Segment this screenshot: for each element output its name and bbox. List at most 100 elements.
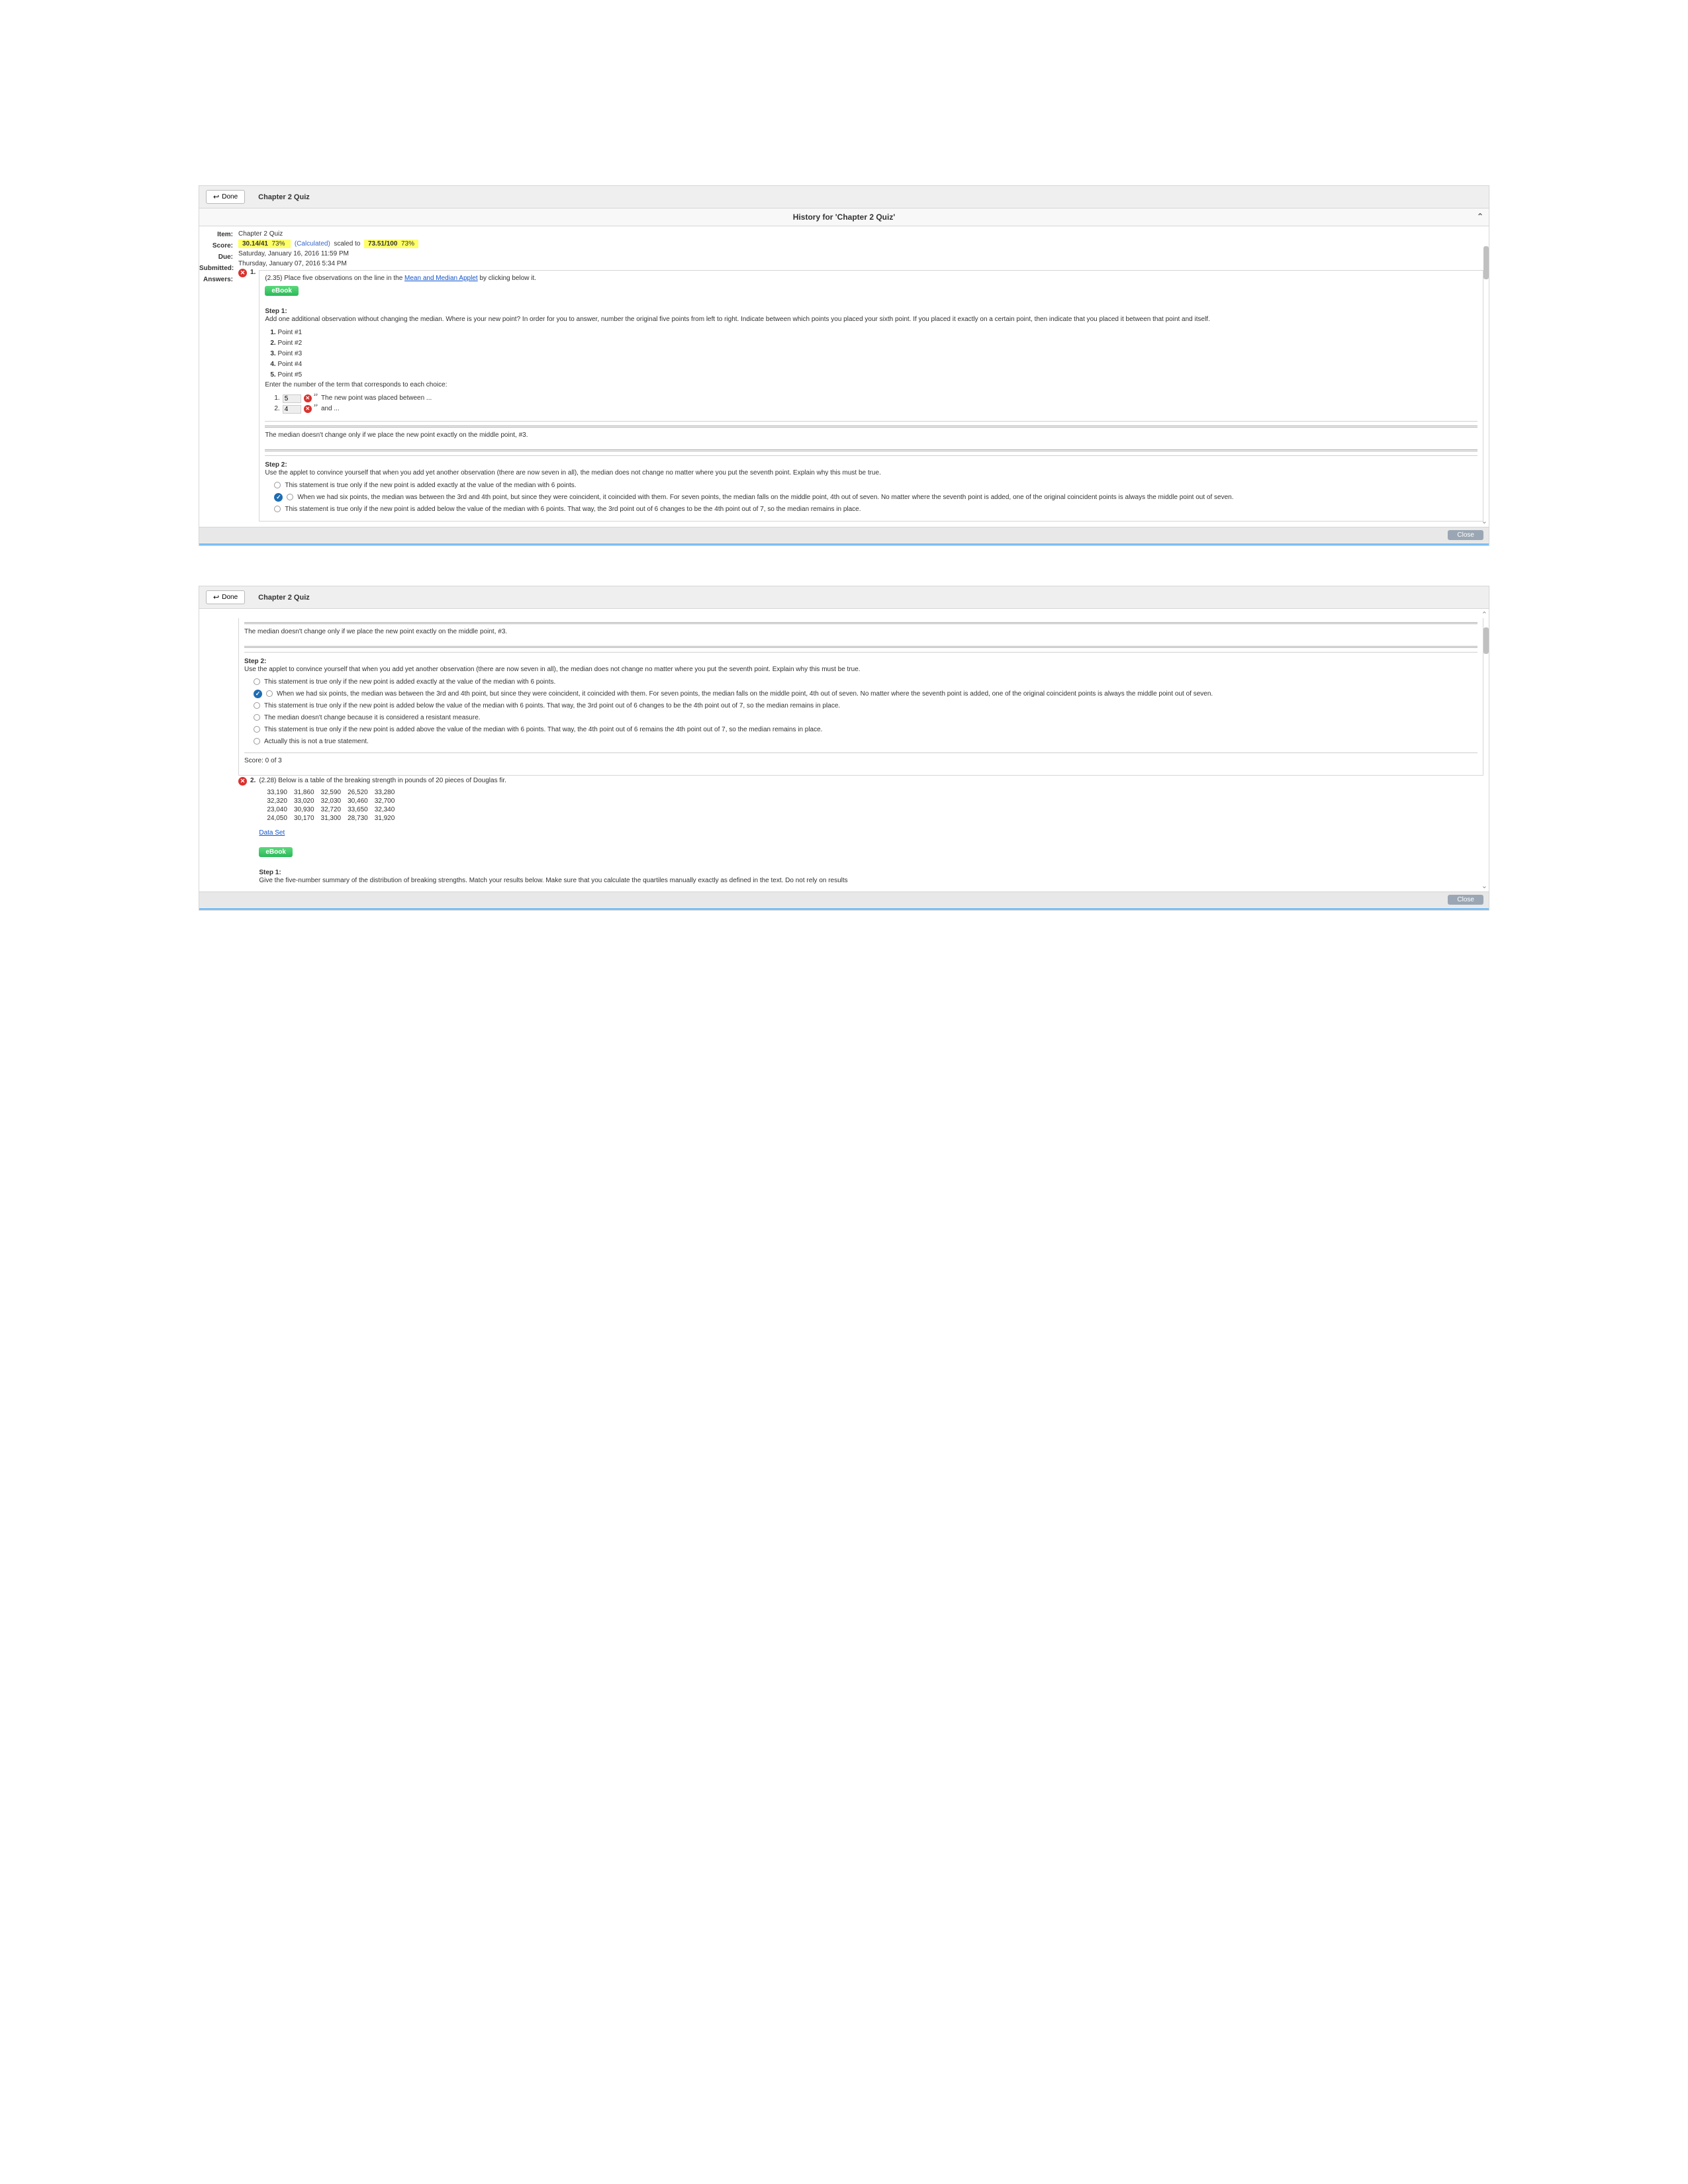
q1-header: ✕ 1. (2.35) Place five observations on t… [238,269,1483,522]
option-row[interactable]: This statement is true only if the new p… [274,481,1477,490]
cell: 31,920 [375,814,402,823]
cell: 30,170 [294,814,321,823]
entry-row-2: 2. ✕¹⁹ and ... [274,404,1477,414]
option-row[interactable]: This statement is true only if the new p… [254,702,1477,710]
applet-link[interactable]: Mean and Median Applet [404,275,478,282]
q1-score: Score: 0 of 3 [244,753,1477,771]
q1-tail: by clicking below it. [478,275,536,282]
option-row[interactable]: This statement is true only if the new p… [274,505,1477,514]
point-item: 5. Point #5 [270,370,1477,381]
point-item: 2. Point #2 [270,338,1477,349]
step1-body: Add one additional observation without c… [265,315,1477,324]
scroll-up-ic#[interactable]: ⌃ [1481,610,1487,619]
cell: 31,860 [294,788,321,797]
divider [265,449,1477,456]
scaled-text: scaled to [334,240,360,248]
q2-body: (2.28) Below is a table of the breaking … [259,777,1483,889]
scrollbar-thumb[interactable] [1483,627,1489,654]
meta-labels: Item: Score: Due: Submitted: Answers: [199,226,236,527]
point-4: Point #4 [277,361,302,368]
point-1: Point #1 [277,329,302,336]
radio-icon[interactable] [274,482,281,488]
entry-1-input[interactable] [283,394,301,403]
content-column: The median doesn't change only if we pla… [236,614,1489,891]
q2-step1-body: Give the five-number summary of the dist… [259,876,1483,885]
option-text: This statement is true only if the new p… [285,505,1477,514]
option-text: Actually this is not a true statement. [264,737,1477,746]
cell: 30,930 [294,805,321,814]
radio-icon[interactable] [254,726,260,733]
calculated-text: (Calculated) [295,240,330,248]
cell: 31,300 [321,814,348,823]
q1-text: (2.35) Place five observations on the li… [265,275,536,282]
correct-icon: ✓ [274,493,283,502]
q1-lead: Place five observations on the line in t… [284,275,404,282]
point-2: Point #2 [277,340,302,347]
entry-idx: 1. [274,393,279,404]
item-value: Chapter 2 Quiz [238,229,1483,239]
score-line: 30.14/41 73% (Calculated) scaled to 73.5… [238,239,1483,249]
step2-title: Step 2: [265,461,1477,469]
scrollbar-thumb[interactable] [1483,246,1489,279]
cell: 32,720 [321,805,348,814]
option-row[interactable]: This statement is true only if the new p… [254,678,1477,686]
radio-icon[interactable] [254,678,260,685]
cell: 33,280 [375,788,402,797]
option-text: This statement is true only if the new p… [264,678,1477,686]
option-row-selected[interactable]: ✓ When we had six points, the median was… [274,493,1477,502]
radio-icon[interactable] [254,738,260,745]
due-label: Due: [199,251,236,263]
wrong-icon: ✕ [238,269,247,277]
answers-label: Answers: [199,274,236,285]
close-button[interactable]: Close [1448,530,1483,540]
done-button[interactable]: ↩ Done [206,590,245,604]
q2-step1-title: Step 1: [259,869,1483,876]
submitted-value: Thursday, January 07, 2016 5:34 PM [238,259,1483,269]
done-label: Done [222,193,238,201]
ebook-button[interactable]: eBook [259,847,293,857]
cell: 32,590 [321,788,348,797]
option-text: This statement is true only if the new p… [264,725,1477,734]
option-text: The median doesn't change because it is … [264,713,1477,722]
content-body: Item: Score: Due: Submitted: Answers: Ch… [199,226,1489,527]
point-item: 1. Point #1 [270,328,1477,338]
q2-header: ✕ 2. (2.28) Below is a table of the brea… [238,777,1483,889]
toolbar-title: Chapter 2 Quiz [258,594,310,602]
option-text: This statement is true only if the new p… [285,481,1477,490]
entry-2-input[interactable] [283,405,301,414]
option-row[interactable]: The median doesn't change because it is … [254,713,1477,722]
correct-icon: ✓ [254,690,262,698]
toolbar: ↩ Done Chapter 2 Quiz [199,186,1489,208]
radio-icon[interactable] [254,702,260,709]
scroll-down-icon[interactable]: ⌄ [1481,882,1487,890]
radio-icon[interactable] [287,494,293,500]
collapse-caret-icon[interactable]: ⌃ [1477,212,1483,221]
scroll-down-icon[interactable]: ⌄ [1481,517,1487,525]
option-row[interactable]: Actually this is not a true statement. [254,737,1477,746]
option-row[interactable]: This statement is true only if the new p… [254,725,1477,734]
dataset-link[interactable]: Data Set [259,829,285,837]
ebook-button[interactable]: eBook [265,286,299,296]
submitted-label: Submitted: [199,263,236,274]
q2-text: (2.28) Below is a table of the breaking … [259,777,506,784]
radio-icon[interactable] [274,506,281,512]
bottom-strip [199,908,1489,910]
done-label: Done [222,594,238,601]
history-title: History for 'Chapter 2 Quiz' [793,212,895,222]
score-scaled: 73.51/100 [368,240,398,248]
close-button[interactable]: Close [1448,895,1483,905]
cell: 33,190 [267,788,294,797]
score-raw: 30.14/41 [242,240,268,248]
content-column: Chapter 2 Quiz 30.14/41 73% (Calculated)… [236,226,1489,527]
table-row: 23,04030,93032,72033,65032,340 [267,805,401,814]
option-row-selected[interactable]: ✓ When we had six points, the median was… [254,690,1477,698]
q2-lead: Below is a table of the breaking strengt… [278,777,506,784]
cell: 32,700 [375,797,402,805]
radio-icon[interactable] [266,690,273,697]
done-button[interactable]: ↩ Done [206,190,245,204]
enter-prompt: Enter the number of the term that corres… [265,381,1477,389]
cell: 33,020 [294,797,321,805]
entry-row-1: 1. ✕¹⁹ The new point was placed between … [274,393,1477,404]
content-body: The median doesn't change only if we pla… [199,609,1489,891]
radio-icon[interactable] [254,714,260,721]
